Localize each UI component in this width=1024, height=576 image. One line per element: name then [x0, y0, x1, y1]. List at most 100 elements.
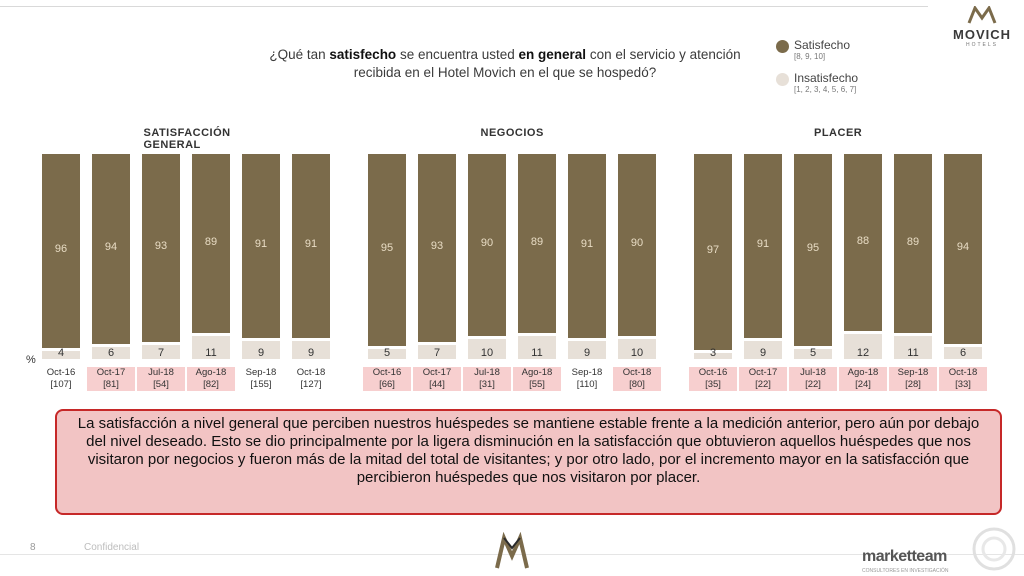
value-label-satisfied: 91 [580, 237, 594, 250]
bar-satisfied [192, 154, 230, 334]
x-tick-label: Jul-18 [800, 367, 826, 378]
value-label-satisfied: 94 [104, 240, 118, 253]
chart-title: NEGOCIOS [480, 127, 544, 139]
bar-satisfied [844, 154, 882, 332]
sample-size-label: [55] [529, 379, 545, 390]
value-label-unsatisfied: 6 [959, 347, 967, 359]
sample-size-label: [80] [629, 379, 645, 390]
legend-unsatisfied-range: [1, 2, 3, 4, 5, 6, 7] [794, 85, 857, 94]
bar-satisfied [694, 154, 732, 350]
sample-size-label: [35] [705, 379, 721, 390]
x-tick-label: Sep-18 [571, 367, 603, 378]
value-label-unsatisfied: 12 [856, 347, 870, 359]
x-axis-label: Oct-17 [44] [413, 367, 461, 391]
bar-unsatisfied [368, 348, 406, 359]
legend-satisfied: Satisfecho [8, 9, 10] [776, 38, 858, 61]
sample-size-label: [81] [103, 379, 119, 390]
x-tick-label: Ago-18 [847, 367, 879, 378]
bar-unsatisfied [618, 338, 656, 359]
logo-sub: HOTELS [965, 42, 998, 48]
x-axis-label: Jul-18 [54] [137, 367, 185, 391]
bar-unsatisfied [142, 344, 180, 359]
bar-unsatisfied [92, 346, 130, 359]
value-label-satisfied: 89 [906, 235, 920, 248]
bar-unsatisfied [192, 336, 230, 359]
confidential-label: Confidencial [84, 542, 140, 553]
value-label-satisfied: 90 [480, 236, 494, 249]
bar-unsatisfied [568, 340, 606, 359]
x-tick-label: Oct-17 [748, 367, 778, 378]
value-label-satisfied: 94 [956, 240, 970, 253]
bar-unsatisfied [42, 350, 80, 359]
sample-size-label: [110] [576, 379, 598, 390]
sample-size-label: [127] [300, 379, 322, 390]
value-label-unsatisfied: 7 [433, 347, 441, 359]
bar-unsatisfied [944, 346, 982, 359]
legend-satisfied-label: Satisfecho [794, 38, 851, 52]
x-axis-label: Jul-18 [22] [789, 367, 837, 391]
sample-size-label: [22] [805, 379, 821, 390]
x-axis-label: Oct-17 [22] [739, 367, 787, 391]
chart-title: PLACER [814, 127, 863, 139]
x-tick-label: Jul-18 [148, 367, 174, 378]
x-tick-label: Ago-18 [195, 367, 227, 378]
bar-satisfied [794, 154, 832, 346]
comment-box: La satisfacción a nivel general que perc… [55, 409, 1002, 515]
legend-satisfied-swatch [776, 40, 789, 53]
legend-unsatisfied-label: Insatisfecho [794, 71, 859, 85]
bar-unsatisfied [694, 352, 732, 359]
bar-satisfied [142, 154, 180, 342]
marketteam-logo: marketteam [862, 548, 947, 565]
x-axis-label: Ago-18 [82] [187, 367, 235, 391]
value-label-unsatisfied: 6 [107, 347, 115, 359]
x-tick-label: Ago-18 [521, 367, 553, 378]
legend-unsatisfied: Insatisfecho [1, 2, 3, 4, 5, 6, 7] [776, 71, 858, 94]
bar-unsatisfied [794, 348, 832, 359]
legend: Satisfecho [8, 9, 10] Insatisfecho [1, 2… [776, 38, 858, 104]
bar-unsatisfied [844, 334, 882, 359]
sample-size-label: [28] [905, 379, 921, 390]
legend-satisfied-range: [8, 9, 10] [794, 52, 826, 61]
sample-size-label: [24] [855, 379, 871, 390]
value-label-satisfied: 91 [756, 237, 770, 250]
bar-satisfied [92, 154, 130, 344]
top-divider [0, 6, 928, 7]
value-label-unsatisfied: 7 [157, 347, 165, 359]
bar-satisfied [292, 154, 330, 338]
x-axis-label: Ago-18 [55] [513, 367, 561, 391]
x-tick-label: Oct-17 [96, 367, 126, 378]
value-label-unsatisfied: 11 [205, 347, 217, 359]
decorative-emblem-icon [972, 527, 1016, 571]
x-axis-label: Oct-16 [107] [37, 367, 85, 391]
value-label-satisfied: 96 [54, 242, 68, 255]
bar-unsatisfied [468, 338, 506, 359]
x-tick-label: Sep-18 [245, 367, 277, 378]
value-label-unsatisfied: 11 [531, 347, 543, 359]
value-label-unsatisfied: 4 [57, 347, 65, 359]
bar-satisfied [42, 154, 80, 348]
x-tick-label: Sep-18 [897, 367, 929, 378]
x-axis-label: Jul-18 [31] [463, 367, 511, 391]
movich-logo: MOVICH HOTELS [946, 4, 1018, 48]
bar-unsatisfied [242, 340, 280, 359]
value-label-satisfied: 89 [204, 235, 218, 248]
marketteam-sub: CONSULTORES EN INVESTIGACIÓN [862, 568, 949, 574]
bar-satisfied [518, 154, 556, 334]
value-label-satisfied: 93 [154, 239, 168, 252]
x-axis-label: Oct-18 [127] [287, 367, 335, 391]
x-axis-label: Ago-18 [24] [839, 367, 887, 391]
sample-size-label: [22] [755, 379, 771, 390]
sample-size-label: [155] [250, 379, 272, 390]
sample-size-label: [31] [479, 379, 495, 390]
sample-size-label: [82] [203, 379, 219, 390]
value-label-satisfied: 97 [706, 243, 720, 256]
bar-satisfied [944, 154, 982, 344]
bar-satisfied [468, 154, 506, 336]
sample-size-label: [44] [429, 379, 445, 390]
value-label-satisfied: 93 [430, 239, 444, 252]
x-axis-label: Oct-16 [66] [363, 367, 411, 391]
bar-unsatisfied [418, 344, 456, 359]
x-axis-label: Sep-18 [110] [563, 367, 611, 391]
x-axis-label: Oct-18 [80] [613, 367, 661, 391]
page-number: 8 [30, 542, 36, 553]
